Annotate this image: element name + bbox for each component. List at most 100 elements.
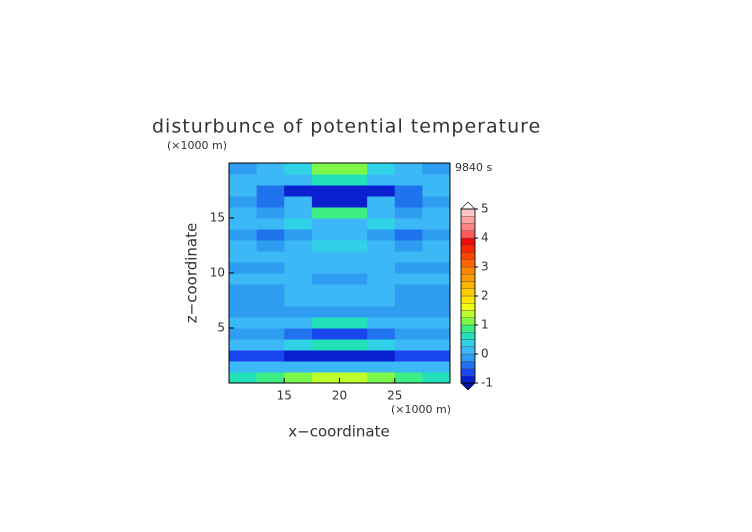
contour-cell	[367, 361, 396, 373]
colorbar-segment	[460, 375, 476, 384]
contour-cell	[339, 196, 368, 208]
contour-cell	[394, 361, 423, 373]
contour-cell	[339, 207, 368, 219]
contour-cell	[422, 317, 451, 329]
contour-cell	[311, 262, 340, 274]
contour-cell	[394, 163, 423, 175]
contour-cell	[394, 240, 423, 252]
contour-cell	[284, 207, 313, 219]
x-axis-label: x−coordinate	[288, 423, 389, 441]
contour-cell	[367, 163, 396, 175]
contour-cell	[422, 218, 451, 230]
colorbar-segment	[460, 230, 476, 239]
contour-cell	[367, 218, 396, 230]
contour-cell	[256, 273, 285, 285]
time-label: 9840 s	[455, 161, 492, 174]
contour-cell	[311, 174, 340, 186]
contour-cell	[256, 262, 285, 274]
contour-cell	[422, 328, 451, 340]
contour-cell	[422, 361, 451, 373]
contour-cell	[394, 174, 423, 186]
contour-cell	[394, 339, 423, 351]
contour-cell	[256, 196, 285, 208]
chart-title: disturbunce of potential temperature	[152, 116, 541, 138]
contour-cell	[229, 361, 258, 373]
contour-cell	[394, 251, 423, 263]
contour-cell	[394, 328, 423, 340]
contour-cell	[284, 218, 313, 230]
contour-cell	[339, 185, 368, 197]
colorbar-tick-label: 4	[481, 231, 489, 245]
contour-cell	[229, 185, 258, 197]
colorbar-segment	[460, 266, 476, 275]
contour-cell	[284, 196, 313, 208]
contour-cell	[394, 317, 423, 329]
contour-cell	[367, 339, 396, 351]
contour-cell	[256, 350, 285, 362]
contour-cell	[422, 196, 451, 208]
contour-cell	[394, 185, 423, 197]
contour-cell	[284, 163, 313, 175]
colorbar-segment	[460, 288, 476, 297]
contour-cell	[256, 229, 285, 241]
contour-cell	[339, 306, 368, 318]
colorbar-segment	[460, 237, 476, 246]
contour-cell	[394, 306, 423, 318]
x-unit: (×1000 m)	[391, 403, 451, 416]
y-unit: (×1000 m)	[167, 139, 227, 152]
contour-cell	[394, 295, 423, 307]
contour-cell	[311, 251, 340, 263]
contour-cell	[229, 251, 258, 263]
contour-cell	[339, 328, 368, 340]
contour-cell	[311, 339, 340, 351]
contour-cell	[422, 339, 451, 351]
colorbar-segment	[460, 339, 476, 347]
contour-cell	[284, 306, 313, 318]
contour-cell	[284, 273, 313, 285]
contour-cell	[367, 372, 396, 384]
contour-cell	[367, 240, 396, 252]
colorbar-tick-label: 2	[481, 289, 489, 303]
contour-cell	[367, 185, 396, 197]
contour-cell	[284, 240, 313, 252]
contour-cell	[229, 207, 258, 219]
contour-cell	[229, 306, 258, 318]
contour-cell	[339, 163, 368, 175]
colorbar-segment	[460, 245, 476, 253]
contour-cell	[311, 284, 340, 296]
y-tick-label: 5	[217, 321, 225, 335]
contour-cell	[311, 163, 340, 175]
contour-cell	[422, 284, 451, 296]
contour-cell	[394, 372, 423, 384]
colorbar-segment	[460, 361, 476, 369]
contour-cell	[229, 229, 258, 241]
contour-cell	[311, 229, 340, 241]
contour-cell	[284, 295, 313, 307]
contour-cell	[339, 218, 368, 230]
colorbar-segment	[460, 208, 476, 217]
contour-cell	[422, 350, 451, 362]
colorbar-segment	[460, 303, 476, 311]
contour-cell	[256, 339, 285, 351]
contour-cell	[311, 361, 340, 373]
contour-cell	[367, 273, 396, 285]
contour-cell	[367, 229, 396, 241]
contour-cell	[284, 328, 313, 340]
contour-cell	[339, 284, 368, 296]
contour-cell	[367, 196, 396, 208]
contour-cell	[256, 163, 285, 175]
contour-cell	[256, 218, 285, 230]
contour-cell	[311, 196, 340, 208]
contour-cell	[339, 361, 368, 373]
contour-cell	[284, 251, 313, 263]
colorbar-segment	[460, 252, 476, 260]
contour-cell	[367, 306, 396, 318]
contour-cell	[422, 262, 451, 274]
contour-cell	[367, 174, 396, 186]
contour-cell	[229, 218, 258, 230]
contour-cell	[367, 262, 396, 274]
contour-cell	[339, 251, 368, 263]
colorbar-segment	[460, 310, 476, 318]
contour-cell	[229, 284, 258, 296]
